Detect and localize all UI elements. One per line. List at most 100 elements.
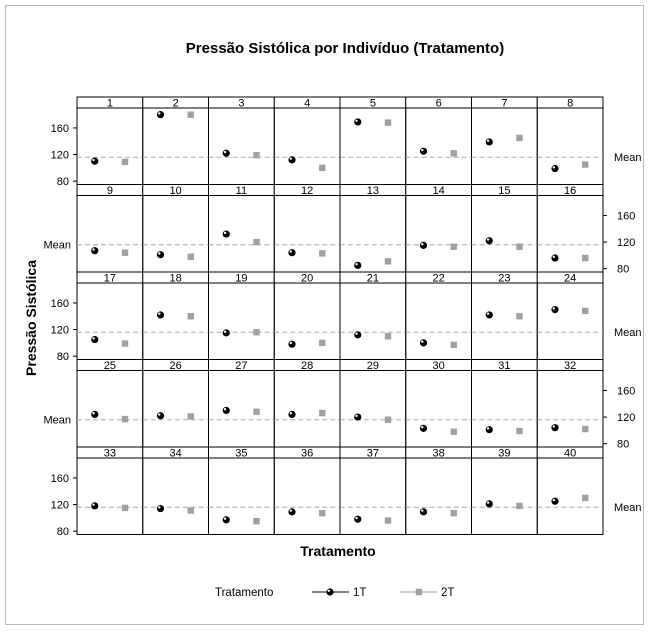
point-1t [354,118,362,126]
point-2t [582,307,589,315]
point-1t [222,406,230,415]
panel-frame [536,457,604,535]
point-1t [485,426,493,434]
point-2t [121,158,129,166]
point-1t [419,424,428,432]
point-1t [156,311,165,319]
point-1t-highlight [421,242,424,246]
strip-label: 20 [301,273,313,285]
strip-label: 17 [104,273,116,285]
point-2t [121,249,129,256]
point-1t-highlight [92,412,95,415]
y-tick-label: 120 [617,237,635,249]
point-2t [516,427,523,435]
point-1t-highlight [552,307,556,310]
point-1t [551,306,559,314]
point-1t-highlight [421,340,424,343]
y-tick-label: 160 [51,123,69,135]
strip-label: 28 [301,360,313,372]
strip-label: 35 [235,448,247,460]
point-2t [319,339,326,347]
panel-frame [471,282,538,360]
y-tick-label: 80 [57,526,69,538]
point-1t-highlight [289,412,293,415]
panel-frame [405,457,472,535]
point-1t-highlight [552,166,556,169]
strip-label: 13 [367,185,379,197]
point-2t [319,164,326,172]
panel-frame [471,370,538,448]
point-2t [384,119,392,126]
point-1t [551,424,559,432]
panel-frame [76,282,144,360]
point-1t [288,340,296,348]
point-1t [551,497,559,505]
point-1t-highlight [486,501,490,504]
panel-frame [339,282,407,360]
legend-marker-1t [326,588,334,596]
strip-label: 15 [498,185,510,197]
y-tick-label: 80 [57,351,69,363]
legend-label-2t: 2T [441,587,454,599]
point-1t [419,508,428,516]
point-1t [288,249,296,257]
legend: Tratamento 1T 2T [215,587,454,599]
point-2t [253,238,260,246]
y-tick-label: 160 [51,473,69,485]
panel-frame [405,195,472,273]
strip-label: 21 [367,273,379,285]
panel-frame [208,457,275,535]
point-1t-highlight [355,119,358,122]
point-2t [516,313,523,320]
y-tick-label: 120 [51,500,69,512]
panel-frame [405,370,472,448]
point-2t [516,134,523,142]
y-tick-label: 120 [51,150,69,162]
point-1t [354,261,362,269]
panel-frame [339,107,407,185]
strip-label: 23 [498,273,510,285]
point-1t-highlight [223,150,227,154]
point-2t [121,504,129,512]
legend-marker-2t [415,588,423,596]
point-1t-highlight [223,408,227,411]
strip-label: 5 [370,98,376,110]
point-1t [91,502,99,510]
mean-label: Mean [43,240,71,252]
point-1t-highlight [486,427,490,430]
point-1t-highlight [158,112,161,115]
panel-frame [142,457,209,535]
panel-frame [339,195,407,273]
point-2t [187,313,194,320]
point-1t [91,410,99,419]
point-1t [91,157,99,165]
panel-frame [76,195,144,273]
point-1t [485,311,493,319]
panel-frame [273,370,341,448]
legend-title: Tratamento [215,587,273,599]
strip-label: 26 [170,360,182,372]
point-1t [354,515,362,523]
point-1t-highlight [289,341,293,345]
point-1t-highlight [92,337,95,340]
point-2t [450,243,457,250]
point-1t [551,164,559,173]
legend-label-1t: 1T [353,587,366,599]
point-2t [121,340,129,347]
point-1t-highlight [552,498,556,502]
point-1t [288,508,296,516]
y-tick-label: 160 [617,385,635,397]
point-1t-highlight [421,148,424,152]
panel-frame [471,457,538,535]
mean-label: Mean [614,152,642,164]
panel-frame [273,195,341,273]
point-1t-highlight [486,312,490,315]
point-2t [253,517,260,525]
point-1t-highlight [223,231,227,235]
y-tick-label: 80 [617,439,629,451]
strip-label: 38 [433,448,445,460]
point-1t [485,138,493,146]
point-1t-highlight [158,252,161,255]
strip-label: 22 [433,273,445,285]
strip-label: 24 [564,273,576,285]
